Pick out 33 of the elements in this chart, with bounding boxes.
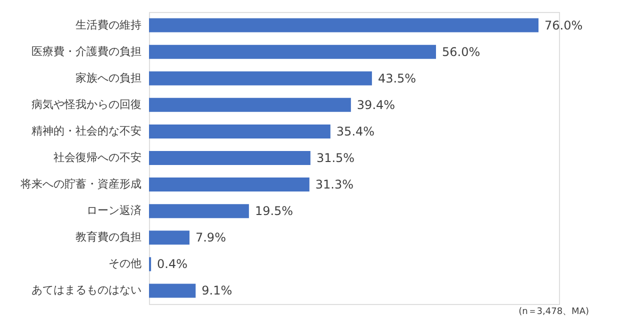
- y-tick-label: 医療費・介護費の負担: [32, 44, 142, 58]
- y-tick-label: 生活費の維持: [76, 18, 142, 32]
- data-label: 39.4%: [356, 98, 396, 112]
- y-tick-label: 社会復帰への不安: [54, 151, 142, 164]
- text: (n＝3,478、MA): [518, 307, 589, 317]
- y-tick-label: 病気や怪我からの回復: [32, 98, 142, 111]
- data-label: 7.9%: [195, 230, 226, 245]
- y-tick-label: ローン返済: [86, 204, 142, 218]
- y-tick-label: 将来への貯蓄・資産形成: [20, 178, 142, 191]
- y-tick-label: 精神的・社会的な不安: [32, 124, 142, 138]
- bar: [149, 98, 351, 112]
- data-label: 35.4%: [336, 124, 375, 138]
- y-tick-label: あてはまるものはない: [32, 284, 142, 297]
- bar: [149, 204, 249, 218]
- bar: [149, 178, 310, 192]
- bar: [149, 151, 310, 165]
- data-label: 43.5%: [378, 71, 416, 86]
- y-tick-label: 家族への負担: [76, 71, 142, 84]
- bar: [149, 44, 436, 59]
- y-tick-label: その他: [108, 257, 142, 270]
- bar: [149, 230, 190, 245]
- data-label: 31.3%: [315, 178, 354, 192]
- data-label: 76.0%: [544, 18, 583, 32]
- data-label: 19.5%: [254, 204, 294, 218]
- bar: [149, 71, 372, 86]
- bar: [149, 18, 538, 32]
- data-label: 9.1%: [202, 284, 232, 298]
- data-label: 0.4%: [157, 257, 188, 272]
- data-label: 31.5%: [316, 151, 355, 165]
- bar: [149, 284, 196, 298]
- data-label: 56.0%: [442, 44, 480, 59]
- y-tick-label: 教育費の負担: [76, 230, 142, 244]
- bar: [149, 124, 330, 138]
